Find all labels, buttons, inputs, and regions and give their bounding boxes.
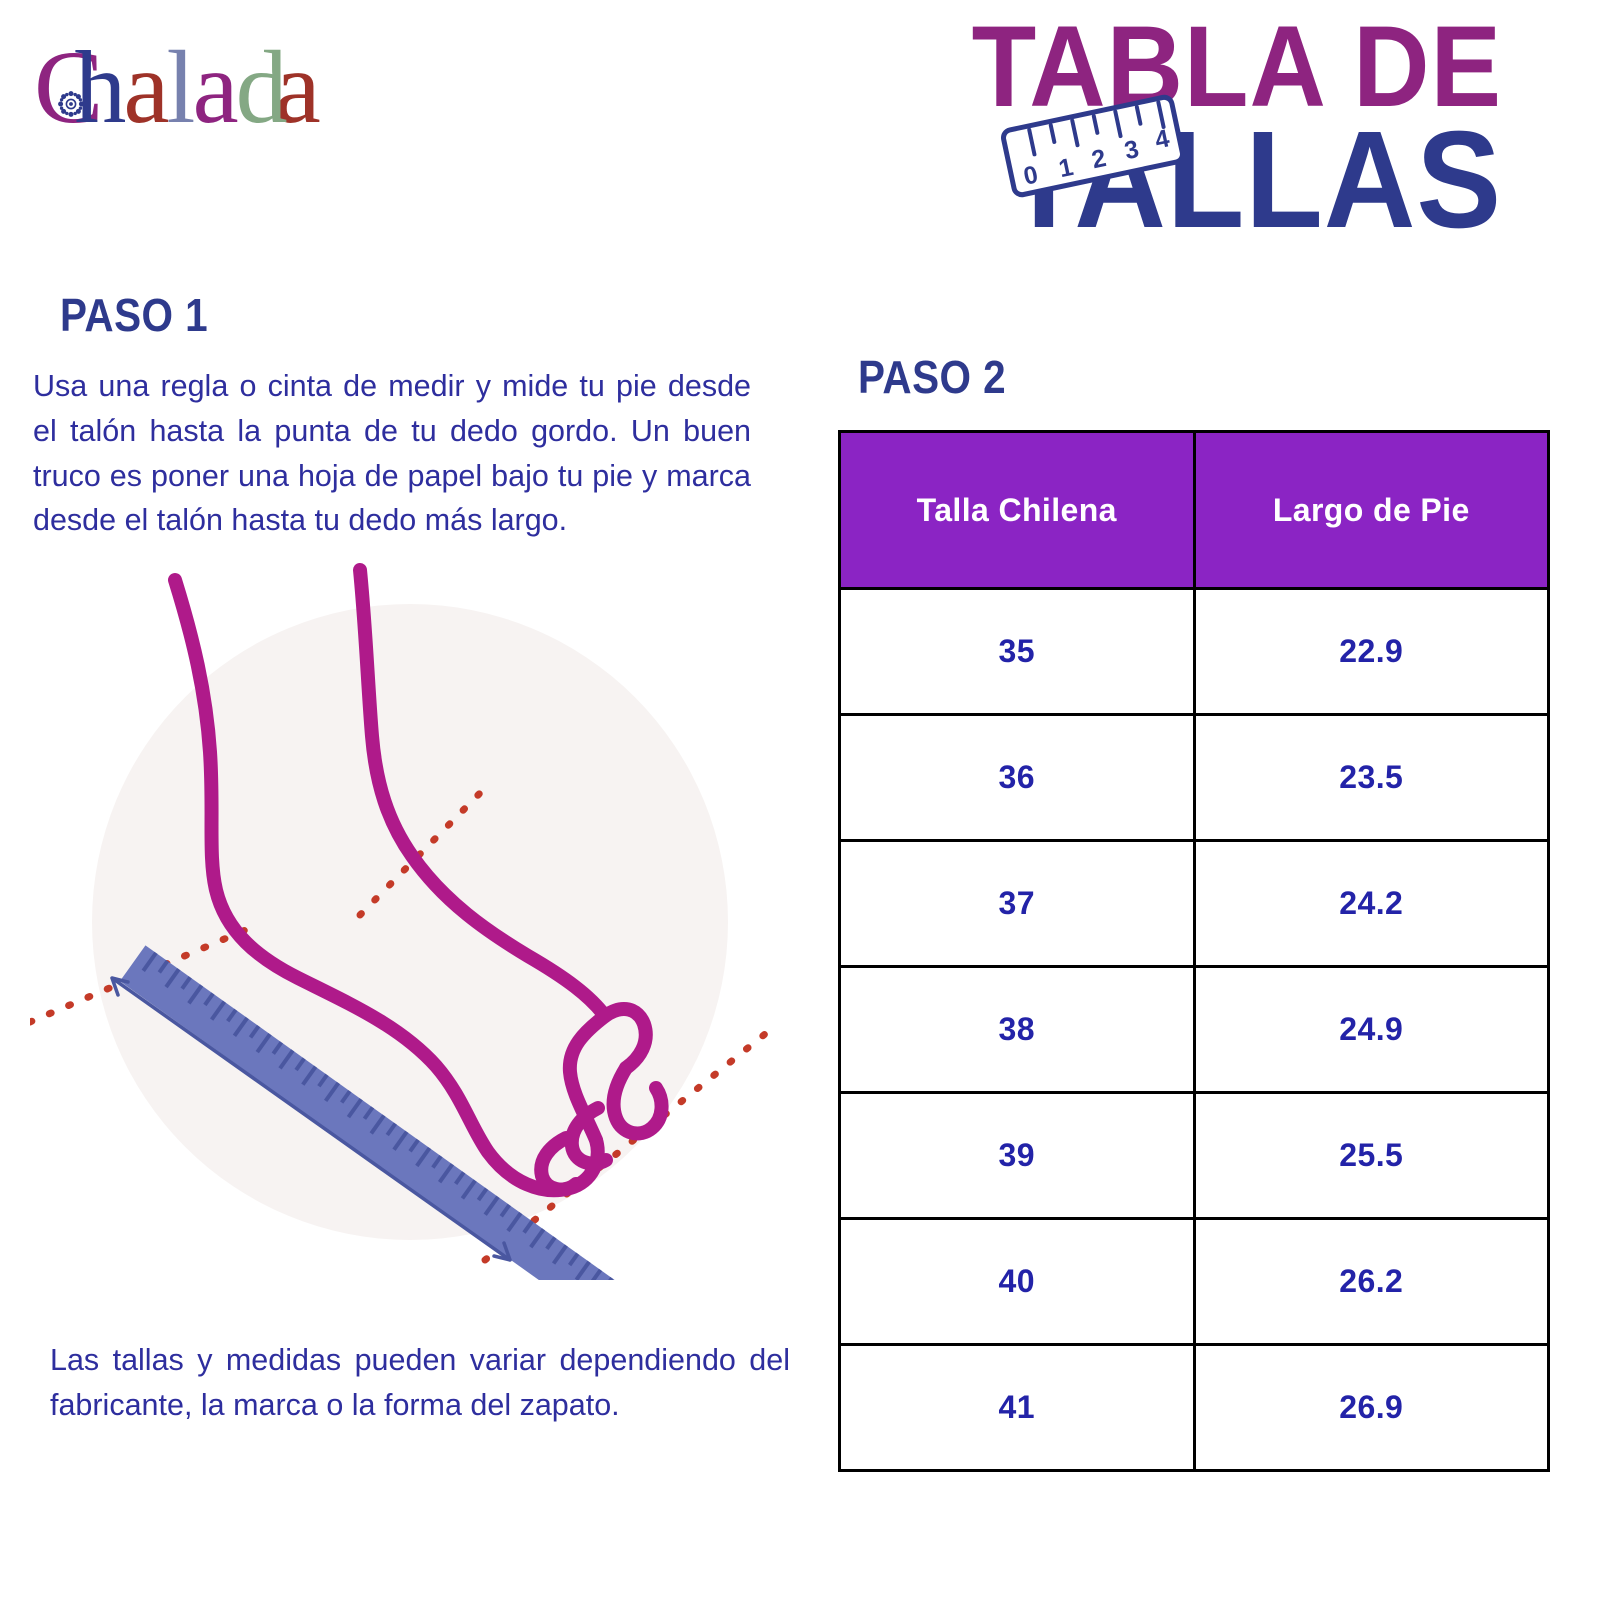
svg-text:4: 4 xyxy=(1152,124,1172,154)
size-chart-table: Talla Chilena Largo de Pie 35 22.9 36 23… xyxy=(838,430,1550,1472)
cell-largo: 23.5 xyxy=(1192,713,1550,842)
step-1-description: Usa una regla o cinta de medir y mide tu… xyxy=(33,369,751,538)
svg-text:2: 2 xyxy=(1089,144,1108,174)
guide-line-ankle xyxy=(356,784,489,919)
measurement-arrow xyxy=(110,976,512,1262)
svg-text:1: 1 xyxy=(1056,153,1076,183)
cell-largo: 26.9 xyxy=(1192,1343,1550,1472)
foot-outline xyxy=(168,563,669,1198)
table-row: 38 24.9 xyxy=(838,965,1550,1094)
svg-text:3: 3 xyxy=(1122,135,1141,165)
table-row: 37 24.2 xyxy=(838,839,1550,968)
column-header-largo-de-pie: Largo de Pie xyxy=(1192,430,1550,590)
cell-talla: 40 xyxy=(838,1217,1196,1346)
cell-largo: 26.2 xyxy=(1192,1217,1550,1346)
table-row: 35 22.9 xyxy=(838,587,1550,716)
disclaimer-note: Las tallas y medidas pueden variar depen… xyxy=(50,1343,790,1422)
foot-measurement-illustration xyxy=(30,563,770,1280)
cell-largo: 22.9 xyxy=(1192,587,1550,716)
cell-talla: 39 xyxy=(838,1091,1196,1220)
logo-letter-a-1: a xyxy=(123,30,169,145)
cell-talla: 35 xyxy=(838,587,1196,716)
step-2-heading: PASO 2 xyxy=(858,351,1007,403)
step-1-heading: PASO 1 xyxy=(60,289,209,341)
table-row: 41 26.9 xyxy=(838,1343,1550,1472)
table-row: 40 26.2 xyxy=(838,1217,1550,1346)
guide-line-heel xyxy=(30,924,254,1026)
logo-letter-a-2: a xyxy=(192,30,238,145)
cell-largo: 24.9 xyxy=(1192,965,1550,1094)
column-header-talla-chilena: Talla Chilena xyxy=(838,430,1196,590)
logo-letter-d: d xyxy=(235,30,288,145)
ruler-badge-icon: 0 1 2 3 4 xyxy=(1001,94,1185,198)
title-line-tabla-de: TABLA DE xyxy=(971,3,1502,131)
logo-letter-h: h xyxy=(74,30,126,145)
table-body: 35 22.9 36 23.5 37 24.2 38 24.9 39 25.5 … xyxy=(838,587,1550,1472)
cell-largo: 25.5 xyxy=(1192,1091,1550,1220)
logo-letter-a-3: a xyxy=(274,30,321,145)
cell-largo: 24.2 xyxy=(1192,839,1550,968)
ruler-graphic xyxy=(119,945,626,1280)
page-title: TABLA DE TALLAS 0 1 2 3 4 xyxy=(882,3,1502,249)
table-header-row: Talla Chilena Largo de Pie xyxy=(838,430,1550,590)
svg-text:0: 0 xyxy=(1021,160,1040,190)
table-row: 36 23.5 xyxy=(838,713,1550,842)
logo-letter-c: C xyxy=(34,30,103,145)
cell-talla: 41 xyxy=(838,1343,1196,1472)
logo-letter-l: l xyxy=(166,30,196,145)
mandala-ornament-icon xyxy=(58,91,84,117)
table-row: 39 25.5 xyxy=(838,1091,1550,1220)
brand-logo: Chalada xyxy=(34,30,321,145)
cell-talla: 37 xyxy=(838,839,1196,968)
cell-talla: 36 xyxy=(838,713,1196,842)
cell-talla: 38 xyxy=(838,965,1196,1094)
